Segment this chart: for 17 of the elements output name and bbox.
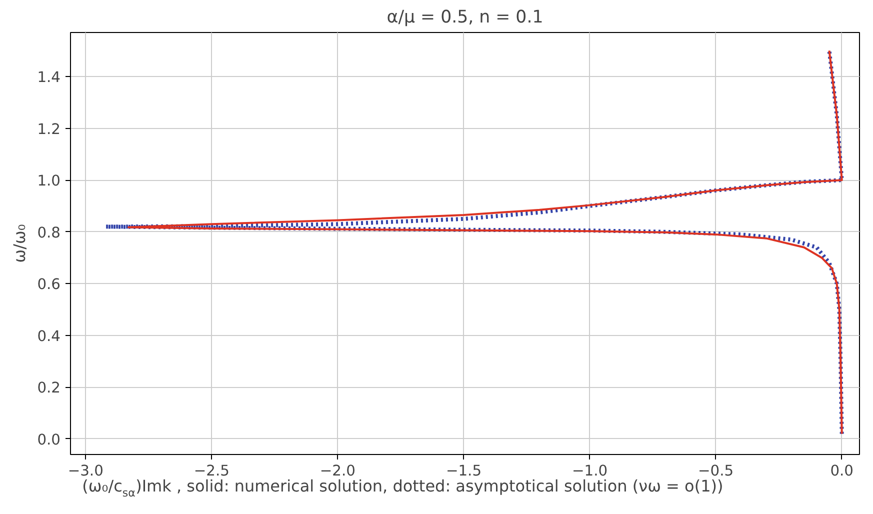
x-tick-label: −1.5 <box>446 462 482 480</box>
x-tick-label: −1.0 <box>572 462 608 480</box>
x-tick-label: −2.0 <box>320 462 356 480</box>
x-tick-label: −0.5 <box>698 462 734 480</box>
x-tick-label: −3.0 <box>68 462 104 480</box>
y-tick-label: 0.8 <box>37 224 61 242</box>
chart-title: α/μ = 0.5, n = 0.1 <box>386 8 544 28</box>
x-tick-label: 0.0 <box>830 462 854 480</box>
y-tick-label: 0.4 <box>37 328 61 345</box>
y-tick-label: 0.0 <box>37 431 61 448</box>
y-tick-label: 0.2 <box>37 380 61 397</box>
y-axis-title: ω/ω₀ <box>10 224 30 263</box>
y-tick-label: 1.0 <box>37 172 61 190</box>
y-tick-label: 1.2 <box>37 120 61 138</box>
x-tick-label: −2.5 <box>194 462 230 480</box>
y-tick-label: 0.6 <box>37 276 61 294</box>
y-tick-label: 1.4 <box>37 69 61 86</box>
